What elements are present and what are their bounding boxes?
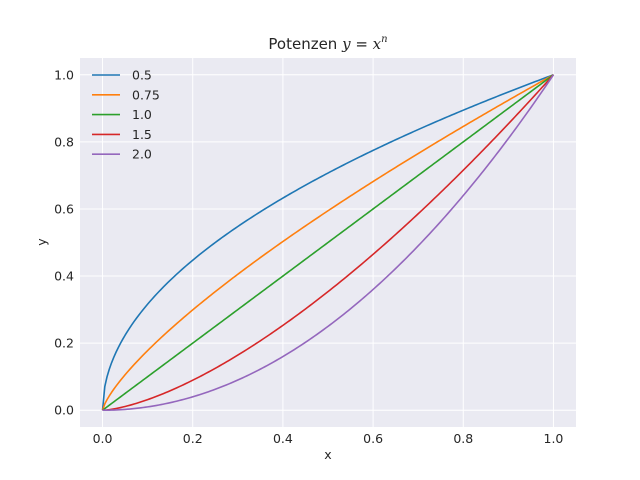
chart-title: Potenzen y = xn	[268, 34, 387, 53]
x-tick-label: 0.2	[183, 431, 203, 446]
legend: 0.5 0.75 1.0 1.5 2.0	[92, 68, 160, 162]
series-line-2.0	[102, 74, 555, 412]
legend-item: 2.0	[92, 147, 152, 162]
series-line-1.5	[102, 74, 555, 412]
chart-title-math-eq: =	[351, 35, 373, 53]
legend-label: 0.5	[132, 68, 152, 83]
y-axis-label: y	[34, 238, 49, 246]
legend-label: 2.0	[132, 147, 152, 162]
chart-title-math-y: y	[341, 35, 351, 53]
legend-item: 0.75	[92, 87, 160, 102]
y-tick-labels: 0.0 0.2 0.4 0.6 0.8 1.0	[54, 67, 74, 417]
x-tick-label: 0.4	[273, 431, 293, 446]
y-tick-label: 1.0	[54, 67, 74, 82]
series-lines	[101, 74, 555, 412]
chart-title-math-x: x	[373, 35, 382, 53]
legend-label: 1.0	[132, 107, 152, 122]
chart-title-math-exp: n	[381, 34, 387, 45]
y-tick-label: 0.0	[54, 403, 74, 418]
y-tick-label: 0.6	[54, 201, 74, 216]
y-tick-label: 0.4	[54, 269, 74, 284]
legend-item: 1.0	[92, 107, 152, 122]
y-tick-label: 0.2	[54, 336, 74, 351]
legend-label: 1.5	[132, 127, 152, 142]
chart-title-text: Potenzen	[268, 35, 342, 53]
x-tick-label: 0.0	[93, 431, 113, 446]
series-line-1.0	[102, 74, 554, 411]
legend-item: 1.5	[92, 127, 152, 142]
x-tick-label: 1.0	[544, 431, 564, 446]
legend-item: 0.5	[92, 68, 152, 83]
x-tick-labels: 0.0 0.2 0.4 0.6 0.8 1.0	[93, 431, 564, 446]
x-tick-label: 0.6	[363, 431, 383, 446]
series-line-0.75	[101, 74, 554, 411]
y-tick-label: 0.8	[54, 134, 74, 149]
grid	[80, 58, 576, 427]
series-line-0.5	[101, 74, 554, 411]
x-axis-label: x	[324, 447, 331, 462]
x-tick-label: 0.8	[453, 431, 473, 446]
legend-label: 0.75	[132, 87, 160, 102]
